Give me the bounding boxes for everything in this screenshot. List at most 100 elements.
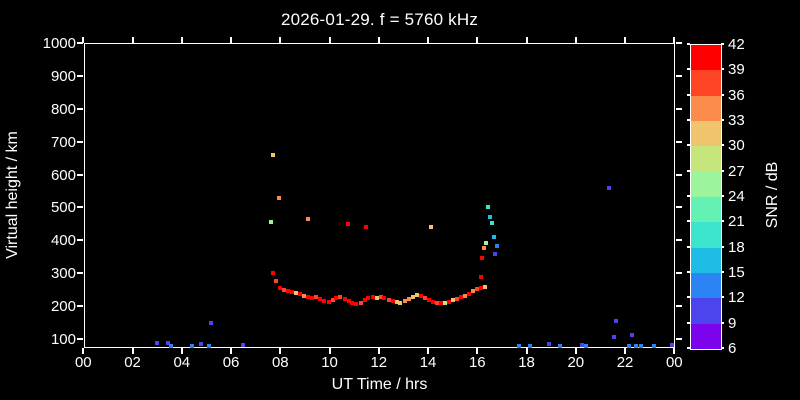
data-point [306,216,311,221]
colorbar-tick-right [721,195,724,197]
data-point [516,343,521,348]
snr-colorbar [690,44,722,350]
data-point [302,293,307,298]
colorbar-segment [691,297,721,324]
y-tick-label: 600 [50,166,76,184]
data-point [583,343,588,348]
data-point [479,256,484,261]
y-axis-right-tick [676,206,682,209]
colorbar-tick-label: 42 [728,36,745,53]
x-axis-tick [476,348,479,354]
y-axis-right-tick [676,305,682,308]
x-axis-tick [525,348,528,354]
x-axis-top-tick [279,37,282,43]
data-point [374,295,379,300]
x-tick-label: 08 [271,354,289,371]
y-tick-label: 400 [50,232,76,250]
y-tick-label: 100 [50,331,76,348]
y-tick-label: 1000 [42,35,76,52]
chart-title: 2026-01-29. f = 5760 kHz [280,10,479,29]
data-point [298,291,303,296]
data-point [269,219,274,224]
colorbar-tick-right [721,144,724,147]
data-point [155,340,160,345]
x-axis-top-tick [377,37,380,43]
x-axis-top-tick [525,37,528,43]
y-axis-tick [77,107,83,110]
x-axis-top-tick [476,37,479,43]
data-point [366,295,371,300]
colorbar-tick-right [721,220,724,223]
x-tick-label: 12 [370,354,388,371]
x-tick-label: 00 [665,354,683,371]
colorbar-segment [691,272,721,299]
colorbar-segment [691,323,721,349]
x-tick-label: 10 [321,354,338,371]
data-point [199,341,204,346]
colorbar-tick-left [687,144,690,147]
x-axis-top-tick [574,37,577,43]
x-tick-label: 14 [419,354,437,371]
data-point [639,343,644,348]
y-tick-label: 200 [50,298,76,316]
plot-area [84,43,675,348]
colorbar-tick-right [721,93,724,96]
data-point [209,320,214,325]
colorbar-segment [691,120,721,147]
data-point [306,294,311,299]
data-point [294,290,299,295]
data-point [483,240,488,245]
data-point [378,294,383,299]
y-tick-label: 500 [50,199,76,217]
data-point [278,286,283,291]
x-axis-tick [328,348,331,354]
colorbar-tick-left [687,347,690,349]
y-axis-right-tick [676,239,682,242]
colorbar-tick-label: 30 [728,137,745,155]
y-tick-label: 900 [50,67,76,85]
data-point [422,295,427,300]
colorbar-tick-right [721,119,724,121]
data-point [271,153,276,158]
y-tick-label: 300 [50,265,76,283]
data-point [434,300,439,305]
colorbar-tick-right [721,347,724,349]
data-point [286,288,291,293]
data-point [454,296,459,301]
data-point [470,288,475,293]
data-point [579,342,584,347]
data-point [474,287,479,291]
x-tick-label: 04 [173,354,191,371]
x-axis-tick [279,348,282,354]
data-point [485,205,490,210]
data-point [492,252,497,257]
x-tick-label: 16 [468,354,486,371]
x-axis-tick [82,348,85,354]
colorbar-segment [691,196,721,223]
colorbar-tick-label: 36 [728,86,745,104]
data-point [482,285,487,290]
data-point [458,294,463,299]
y-axis-tick [77,140,83,143]
colorbar-tick-label: 12 [728,289,745,307]
colorbar-tick-label: 6 [728,340,737,357]
data-point [277,195,282,200]
colorbar-tick-right [721,169,724,172]
x-tick-label: 06 [222,354,240,371]
data-point [670,342,675,347]
data-point [466,291,471,296]
data-point [382,295,387,300]
data-point [282,287,287,292]
data-point [481,245,486,250]
y-axis-right-tick [676,42,682,44]
y-axis-label: Virtual height / km [4,131,21,259]
y-axis-tick [77,74,83,77]
data-point [402,298,407,303]
data-point [358,300,363,305]
data-point [629,333,634,338]
data-point [613,318,618,323]
data-point [491,235,496,240]
colorbar-tick-label: 33 [728,112,745,129]
data-point [652,343,657,348]
